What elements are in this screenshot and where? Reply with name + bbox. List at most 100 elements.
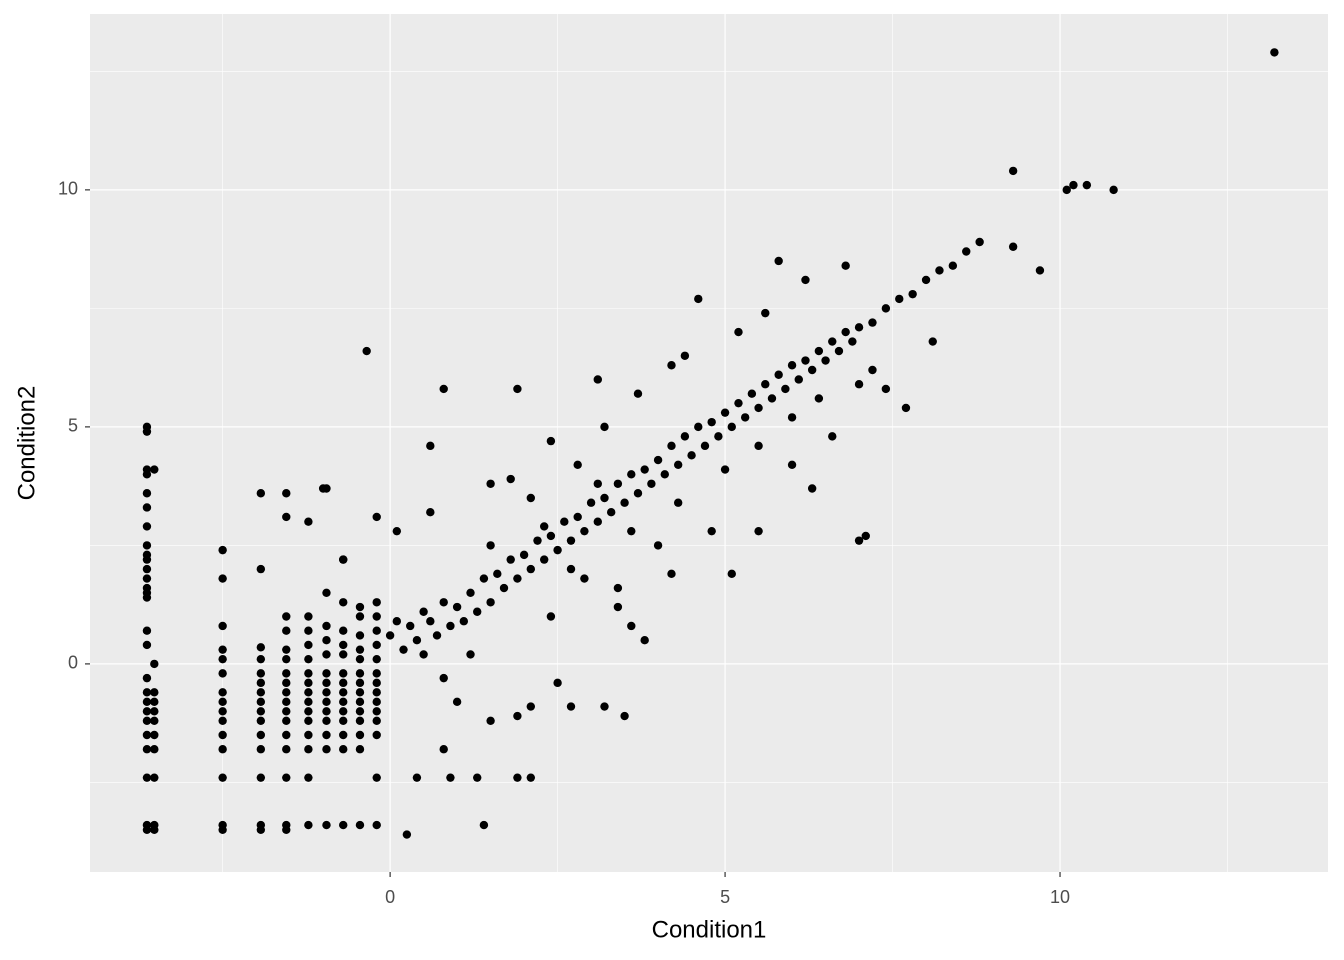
point	[282, 730, 291, 740]
point	[322, 820, 331, 830]
point	[486, 479, 495, 488]
point	[761, 380, 770, 389]
point	[526, 773, 536, 782]
point	[256, 773, 266, 782]
point	[339, 716, 348, 725]
point	[868, 318, 877, 327]
point	[948, 261, 958, 270]
point	[282, 489, 291, 498]
point	[218, 669, 227, 678]
point	[807, 365, 817, 375]
point	[282, 697, 291, 707]
point	[573, 512, 582, 522]
point	[256, 669, 266, 678]
point	[807, 484, 817, 493]
point	[446, 773, 455, 782]
point	[372, 612, 381, 621]
point	[627, 470, 636, 479]
point	[586, 498, 596, 507]
point	[142, 716, 152, 725]
point	[218, 773, 227, 782]
point	[142, 470, 152, 479]
point	[667, 361, 676, 370]
point	[653, 541, 663, 550]
point	[620, 711, 629, 721]
point	[633, 489, 643, 498]
point	[479, 820, 489, 830]
point	[761, 308, 770, 318]
point	[452, 697, 462, 707]
point	[513, 574, 522, 583]
point	[304, 669, 313, 678]
point	[486, 598, 495, 607]
point	[318, 484, 328, 493]
point	[142, 522, 152, 531]
point	[439, 673, 448, 683]
point	[304, 688, 313, 697]
point	[339, 555, 348, 564]
point	[828, 432, 837, 441]
point	[142, 555, 152, 564]
point	[513, 384, 522, 394]
point	[142, 730, 152, 740]
point	[256, 564, 266, 574]
point	[322, 635, 331, 645]
point	[580, 526, 589, 536]
point	[355, 820, 365, 830]
point	[339, 598, 348, 607]
point	[372, 640, 381, 650]
point	[546, 612, 556, 621]
point	[256, 716, 266, 725]
point	[322, 688, 331, 697]
point	[322, 716, 331, 725]
point	[540, 522, 549, 531]
point	[304, 707, 313, 716]
point	[801, 275, 810, 285]
point	[727, 422, 736, 432]
point	[282, 512, 291, 522]
point	[218, 645, 227, 654]
point	[339, 707, 348, 716]
point	[1069, 180, 1078, 190]
point	[142, 503, 152, 512]
point	[593, 375, 602, 384]
point	[526, 564, 536, 574]
point	[256, 707, 266, 716]
point	[282, 825, 291, 835]
point	[767, 394, 777, 403]
point	[660, 470, 669, 479]
point	[256, 489, 266, 498]
point	[322, 707, 331, 716]
point	[282, 612, 291, 621]
plot-panel	[90, 14, 1328, 872]
point	[452, 602, 462, 612]
point	[322, 697, 331, 707]
point	[653, 455, 663, 465]
point	[640, 465, 649, 474]
point	[895, 294, 904, 304]
point	[841, 261, 850, 270]
x-tick-label: 5	[720, 887, 730, 907]
point	[372, 654, 381, 664]
point	[282, 678, 291, 688]
point	[150, 773, 159, 782]
point	[566, 536, 576, 545]
point	[921, 275, 931, 285]
point	[747, 389, 757, 398]
point	[600, 702, 609, 711]
point	[754, 441, 763, 451]
point	[533, 536, 542, 545]
point	[339, 730, 348, 740]
point	[218, 545, 227, 555]
y-tick-label: 10	[58, 179, 78, 199]
point	[781, 384, 790, 394]
x-axis-title: Condition1	[652, 916, 767, 943]
point	[794, 375, 803, 384]
point	[613, 602, 623, 612]
point	[519, 550, 529, 560]
point	[256, 697, 266, 707]
point	[355, 602, 365, 612]
point	[633, 389, 643, 398]
point	[774, 256, 783, 266]
point	[372, 626, 381, 635]
